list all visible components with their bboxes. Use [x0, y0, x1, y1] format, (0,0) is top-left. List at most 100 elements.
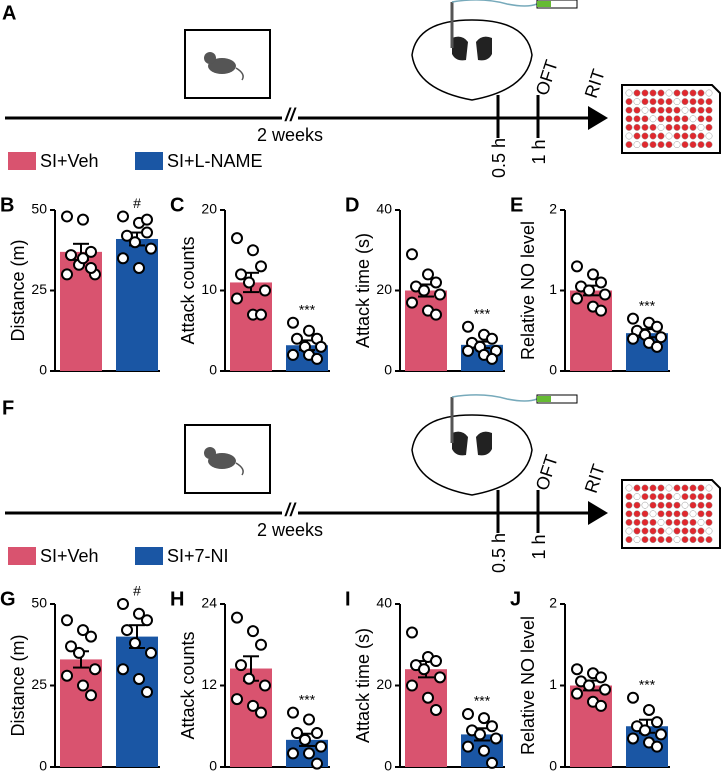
y-tick-label: 0 [549, 758, 557, 774]
data-point [490, 732, 502, 745]
well [633, 98, 641, 106]
well [649, 518, 657, 526]
well [657, 518, 665, 526]
well [681, 89, 689, 97]
syringe-fill [537, 396, 551, 402]
data-point [243, 276, 255, 289]
break-gap [282, 505, 298, 521]
well [705, 493, 713, 501]
well [697, 141, 705, 149]
well [665, 132, 673, 140]
well [633, 89, 641, 97]
data-point [655, 728, 667, 741]
well [657, 115, 665, 123]
well [705, 106, 713, 114]
well [641, 484, 649, 492]
data-point [486, 352, 498, 365]
data-point [462, 320, 474, 333]
well [665, 89, 673, 97]
well [665, 536, 673, 544]
data-point [255, 706, 267, 719]
panel-letter: E [510, 194, 523, 216]
well [633, 123, 641, 131]
well [673, 493, 681, 501]
well [681, 510, 689, 518]
well [705, 89, 713, 97]
well [657, 123, 665, 131]
data-point [478, 712, 490, 725]
brain-region [452, 36, 492, 61]
mouse-box [184, 424, 271, 494]
y-axis-label: Attack time (s) [353, 628, 373, 743]
data-point [486, 756, 498, 769]
data-point [145, 242, 157, 255]
data-point [235, 659, 247, 672]
well [625, 123, 633, 131]
well [705, 115, 713, 123]
well [673, 123, 681, 131]
well [681, 106, 689, 114]
well [673, 501, 681, 509]
break-gap [282, 110, 298, 126]
y-axis-label: Distance (m) [8, 634, 28, 736]
brain [411, 19, 533, 101]
data-point [571, 292, 583, 305]
well [641, 493, 649, 501]
data-point [255, 260, 267, 273]
mouse [208, 58, 236, 74]
well [705, 536, 713, 544]
y-tick-label: 0 [39, 758, 47, 774]
syringe-fill [537, 1, 551, 7]
y-axis-label: Distance (m) [8, 239, 28, 341]
well [625, 115, 633, 123]
well [697, 518, 705, 526]
well [657, 510, 665, 518]
data-point [627, 732, 639, 745]
well [673, 510, 681, 518]
break-mark: // [284, 500, 297, 520]
data-point [651, 740, 663, 753]
well [689, 536, 697, 544]
well [673, 536, 681, 544]
panel-letter: H [170, 588, 184, 610]
well [649, 141, 657, 149]
well [705, 141, 713, 149]
well [649, 493, 657, 501]
well [705, 123, 713, 131]
well [657, 493, 665, 501]
data-point [77, 213, 89, 226]
data-point [430, 703, 442, 716]
data-point [73, 646, 85, 659]
data-point [434, 288, 446, 301]
y-tick-label: 0 [209, 758, 217, 774]
data-point [243, 672, 255, 685]
well [705, 132, 713, 140]
panel-letter: D [345, 194, 359, 216]
tube [451, 394, 538, 402]
data-point [430, 308, 442, 321]
well [625, 98, 633, 106]
well [641, 132, 649, 140]
y-tick-label: 2 [549, 595, 557, 611]
well [641, 501, 649, 509]
panel-letter: C [170, 194, 184, 216]
test-label: RIT [581, 462, 609, 496]
significance: *** [299, 301, 316, 317]
well [697, 527, 705, 535]
well [641, 527, 649, 535]
well [681, 141, 689, 149]
well [665, 115, 673, 123]
well [689, 141, 697, 149]
data-point [627, 691, 639, 704]
well [689, 115, 697, 123]
y-tick-label: 0 [384, 758, 392, 774]
y-tick-label: 0 [384, 362, 392, 378]
well [681, 132, 689, 140]
well [633, 106, 641, 114]
well [633, 527, 641, 535]
well [681, 123, 689, 131]
well [681, 484, 689, 492]
data-point [133, 261, 145, 274]
data-point [462, 740, 474, 753]
data-point [595, 699, 607, 712]
